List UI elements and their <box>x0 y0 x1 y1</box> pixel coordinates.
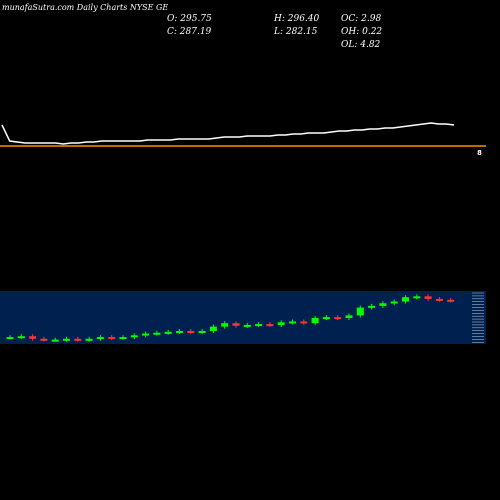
candle <box>368 305 376 308</box>
candle <box>119 337 127 340</box>
candle <box>300 321 308 324</box>
close-value: C: 287.19 <box>167 27 212 37</box>
candle <box>311 318 319 324</box>
close-price-line <box>1 122 455 145</box>
low-value: L: 282.15 <box>274 27 318 37</box>
candle <box>221 323 229 327</box>
candle <box>142 333 150 336</box>
candle <box>96 337 104 340</box>
oh-value: OH: 0.22 <box>341 27 383 37</box>
candle <box>29 336 37 339</box>
candle <box>17 336 25 339</box>
price-axis-ladder <box>472 292 484 343</box>
high-value: H: 296.40 <box>274 14 320 24</box>
candle <box>51 339 59 342</box>
candle <box>379 303 387 306</box>
candle <box>108 337 116 340</box>
candle <box>266 324 274 327</box>
oc-value: OC: 2.98 <box>341 14 382 24</box>
candle <box>176 331 183 333</box>
candle <box>402 297 409 302</box>
candle <box>413 296 421 299</box>
page-title: munafaSutra.com Daily Charts NYSE GE <box>2 3 169 12</box>
open-value: O: 295.75 <box>167 14 212 24</box>
candle <box>322 317 330 320</box>
candle <box>424 296 432 299</box>
candle <box>345 315 353 318</box>
candle-panel <box>0 291 486 344</box>
candle <box>164 331 172 334</box>
ohlc-readout: O: 295.75 C: 287.19 H: 296.40 L: 282.15 … <box>167 14 382 50</box>
candle <box>356 307 364 316</box>
candle <box>187 331 195 333</box>
candle <box>40 338 48 341</box>
candle <box>277 322 285 325</box>
candle <box>435 298 443 301</box>
candle <box>130 335 138 338</box>
candle <box>390 301 398 304</box>
candle <box>243 324 251 327</box>
candle <box>289 321 296 324</box>
indicator-label: 8 <box>477 149 482 157</box>
candles-group <box>6 294 455 342</box>
candle <box>447 299 455 302</box>
candle <box>209 326 217 331</box>
candle <box>334 317 342 320</box>
ol-value: OL: 4.82 <box>341 40 381 50</box>
candle <box>6 337 14 340</box>
candle <box>74 338 82 341</box>
candle <box>85 338 93 341</box>
candle <box>63 338 70 341</box>
candle <box>255 324 263 327</box>
candle <box>198 331 206 333</box>
candle <box>153 332 161 335</box>
candle <box>232 323 240 326</box>
